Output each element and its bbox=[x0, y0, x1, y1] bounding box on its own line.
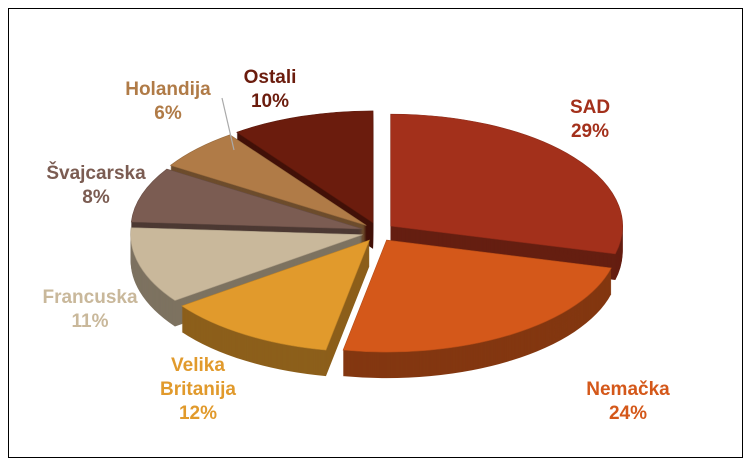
category-label: Ostali bbox=[243, 67, 297, 88]
slice bbox=[236, 110, 374, 224]
slice bbox=[181, 239, 370, 351]
category-label: Švajcarska bbox=[46, 163, 146, 184]
category-label: Velika Britanija bbox=[159, 355, 237, 400]
category-label: SAD bbox=[569, 97, 611, 118]
data-label: Švajcarska 8% bbox=[31, 162, 161, 210]
data-label: Holandija 6% bbox=[103, 78, 233, 126]
slice bbox=[130, 168, 363, 230]
value-label: 24% bbox=[608, 403, 648, 424]
data-label: Velika Britanija 12% bbox=[148, 354, 248, 426]
value-label: 11% bbox=[71, 311, 109, 332]
data-label: Ostali 10% bbox=[205, 66, 335, 114]
value-label: 6% bbox=[154, 103, 182, 124]
slice bbox=[342, 239, 612, 353]
data-label: SAD 29% bbox=[525, 96, 655, 144]
data-label: Francuska 11% bbox=[25, 286, 155, 334]
category-label: Nemačka bbox=[586, 379, 670, 400]
value-label: 12% bbox=[178, 403, 218, 424]
data-label: Nemačka 24% bbox=[563, 378, 693, 426]
slice bbox=[390, 113, 623, 255]
category-label: Holandija bbox=[125, 79, 211, 100]
slice bbox=[130, 227, 363, 301]
value-label: 10% bbox=[250, 91, 290, 112]
value-label: 8% bbox=[82, 187, 110, 208]
leader-line bbox=[221, 97, 235, 151]
value-label: 29% bbox=[570, 121, 610, 142]
category-label: Francuska bbox=[42, 287, 138, 308]
